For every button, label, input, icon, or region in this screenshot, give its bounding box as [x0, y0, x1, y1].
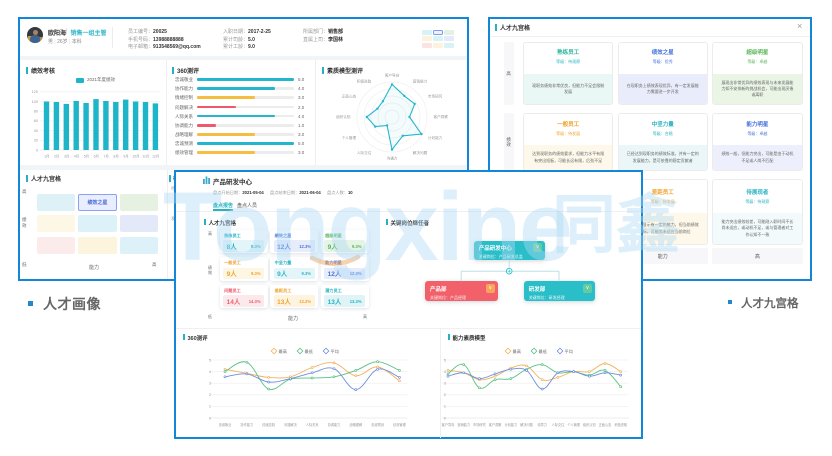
- svg-text:40: 40: [34, 129, 38, 133]
- svg-text:解决问题: 解决问题: [413, 150, 428, 155]
- svg-text:60: 60: [34, 119, 38, 123]
- svg-text:2月: 2月: [54, 155, 59, 159]
- svg-text:9月: 9月: [123, 155, 128, 159]
- svg-text:8月: 8月: [113, 155, 118, 159]
- svg-text:1月: 1月: [44, 155, 49, 159]
- svg-text:积极进取: 积极进取: [357, 78, 372, 83]
- svg-text:10月: 10月: [132, 155, 139, 159]
- svg-text:5月: 5月: [84, 155, 89, 159]
- svg-text:80: 80: [34, 110, 38, 114]
- svg-text:计划能力: 计划能力: [428, 135, 443, 140]
- svg-text:11月: 11月: [142, 155, 149, 159]
- svg-text:客户导向: 客户导向: [385, 73, 400, 78]
- svg-text:100: 100: [32, 100, 38, 104]
- svg-text:正面心态: 正面心态: [342, 93, 357, 98]
- svg-text:市场研究: 市场研究: [428, 94, 443, 99]
- svg-text:120: 120: [32, 90, 38, 94]
- svg-text:客户洞察: 客户洞察: [434, 114, 449, 119]
- svg-text:3月: 3月: [64, 155, 69, 159]
- svg-text:0: 0: [36, 148, 38, 152]
- svg-text:6月: 6月: [94, 155, 99, 159]
- svg-text:沟通力: 沟通力: [387, 156, 398, 161]
- svg-text:组织认知: 组织认知: [336, 114, 351, 119]
- svg-text:个人管理: 个人管理: [342, 135, 357, 140]
- svg-text:7月: 7月: [104, 155, 109, 159]
- svg-text:4月: 4月: [74, 155, 79, 159]
- svg-text:营销能力: 营销能力: [413, 78, 428, 83]
- svg-text:人际交往: 人际交往: [357, 150, 372, 155]
- svg-text:12月: 12月: [152, 155, 159, 159]
- svg-text:20: 20: [34, 139, 38, 143]
